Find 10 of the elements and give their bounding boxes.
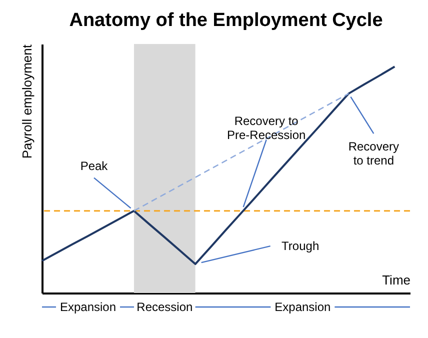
chart-title: Anatomy of the Employment Cycle: [69, 10, 383, 31]
y-axis-title: Payroll employment: [20, 44, 34, 159]
annotation: Peak: [80, 158, 109, 173]
annotation: Recovery to Pre-Recession: [226, 114, 306, 142]
text: Expansion: [60, 300, 116, 314]
annotation: Recovery to trend: [348, 140, 400, 168]
annotation: Trough: [282, 239, 320, 254]
text: Expansion: [274, 300, 331, 314]
x-axis-title: Time: [382, 272, 410, 288]
text: Recession: [136, 300, 193, 314]
